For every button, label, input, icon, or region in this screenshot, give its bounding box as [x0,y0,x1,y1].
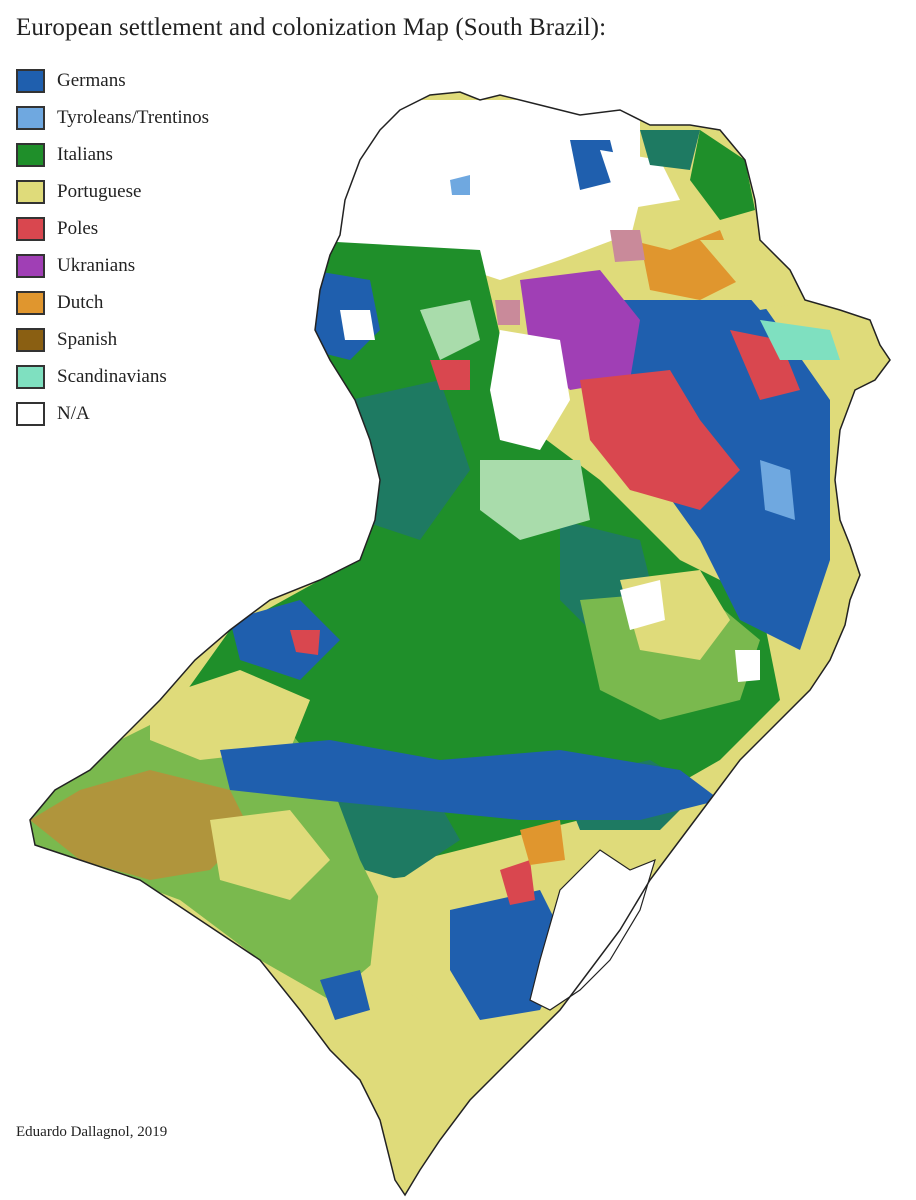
legend-item-dutch: Dutch [16,284,286,321]
legend-item-spanish: Spanish [16,321,286,358]
legend-item-scandinavians: Scandinavians [16,358,286,395]
legend-label: N/A [57,402,90,424]
legend-item-poles: Poles [16,210,286,247]
legend-swatch [16,68,45,93]
legend-label: Scandinavians [57,365,167,387]
legend-swatch [16,401,45,426]
legend-swatch [16,105,45,130]
legend-swatch [16,142,45,167]
legend-item-ukranians: Ukranians [16,247,286,284]
legend-label: Germans [57,69,126,91]
legend-item-tyroleans: Tyroleans/Trentinos [16,99,286,136]
legend-swatch [16,327,45,352]
legend-label: Poles [57,217,99,239]
legend-swatch [16,216,45,241]
legend-item-portuguese: Portuguese [16,173,286,210]
legend-swatch [16,253,45,278]
lagoon-outline [529,849,656,1011]
legend-label: Italians [57,143,113,165]
legend-item-na: N/A [16,395,286,432]
legend: Germans Tyroleans/Trentinos Italians Por… [16,62,286,432]
legend-label: Spanish [57,328,118,350]
legend-item-germans: Germans [16,62,286,99]
legend-label: Ukranians [57,254,136,276]
legend-label: Portuguese [57,180,142,202]
legend-swatch [16,179,45,204]
legend-label: Dutch [57,291,104,313]
legend-label: Tyroleans/Trentinos [57,106,210,128]
map-title: European settlement and colonization Map… [16,14,607,41]
author-credit: Eduardo Dallagnol, 2019 [16,1124,168,1140]
legend-item-italians: Italians [16,136,286,173]
legend-swatch [16,290,45,315]
legend-swatch [16,364,45,389]
